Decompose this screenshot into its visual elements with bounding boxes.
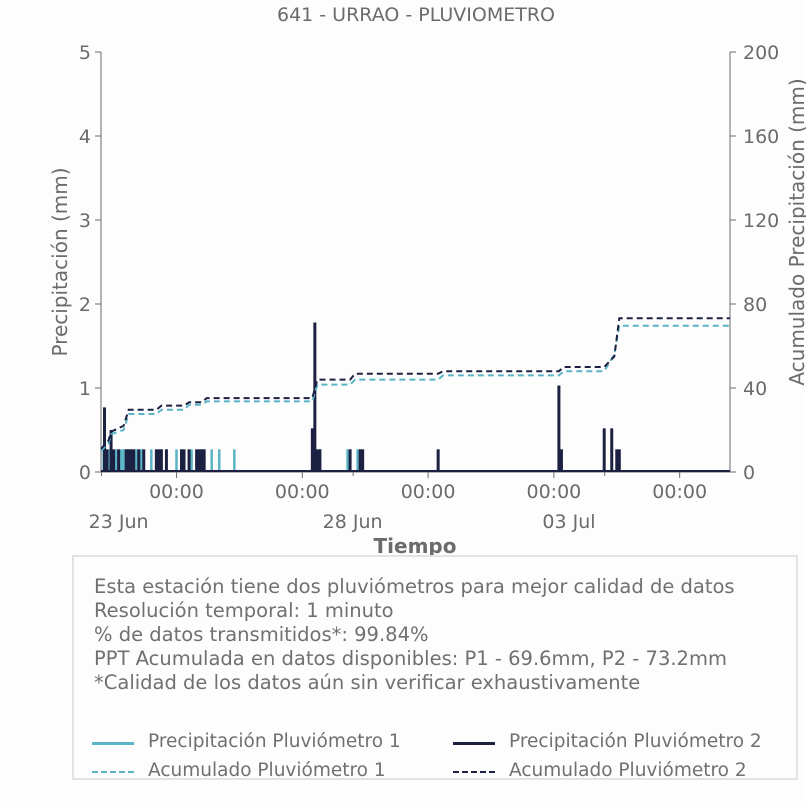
y-tick-label: 3 — [79, 210, 91, 232]
x-tick-time-label: 00:00 — [149, 481, 204, 503]
x-tick-date-label: 03 Jul — [542, 511, 595, 533]
legend-swatch-precip-p2 — [453, 742, 495, 745]
y2-tick-label: 120 — [743, 210, 779, 232]
legend-swatch-accum-p2 — [453, 771, 495, 773]
y2-axis-title: Acumulado Precipitación (mm) — [785, 78, 806, 385]
x-tick-time-label: 00:00 — [652, 481, 707, 503]
y2-tick-label: 200 — [743, 42, 779, 64]
x-tick-date-label: 28 Jun — [323, 511, 383, 533]
y2-tick-label: 40 — [743, 378, 767, 400]
x-tick-time-label: 00:00 — [275, 481, 330, 503]
y-tick-label: 2 — [79, 294, 91, 316]
info-line-accumulated: PPT Acumulada en datos disponibles: P1 -… — [94, 647, 727, 670]
y-tick-label: 1 — [79, 378, 91, 400]
y2-tick-label: 80 — [743, 294, 767, 316]
chart-area: 641 - URRAO - PLUVIOMETRO 0 1 2 3 4 5 0 40 80 120 1… — [48, 4, 806, 558]
x-tick-date-label: 23 Jun — [89, 511, 149, 533]
info-line-resolution: Resolución temporal: 1 minuto — [94, 599, 394, 622]
x-axis-title: Tiempo — [374, 534, 457, 558]
legend-label-accum-p1: Acumulado Pluviómetro 1 — [148, 760, 386, 781]
y-axis-title: Precipitación (mm) — [48, 167, 72, 356]
legend-swatch-accum-p1 — [92, 771, 134, 773]
legend-label-accum-p2: Acumulado Pluviómetro 2 — [509, 760, 747, 781]
y-tick-label: 0 — [79, 462, 91, 484]
legend-label-precip-p1: Precipitación Pluviómetro 1 — [148, 731, 401, 752]
series-precip-p2 — [101, 322, 730, 472]
info-lines: Esta estación tiene dos pluviómetros par… — [94, 575, 735, 695]
info-box: Esta estación tiene dos pluviómetros par… — [72, 555, 798, 781]
x-tick-time-label: 00:00 — [401, 481, 456, 503]
y2-tick-label: 0 — [743, 462, 755, 484]
y-tick-label: 5 — [79, 42, 91, 64]
info-line-quality-note: *Calidad de los datos aún sin verificar … — [94, 671, 641, 694]
chart-title: 641 - URRAO - PLUVIOMETRO — [277, 4, 555, 26]
series-line-accum-p2 — [100, 317, 730, 450]
info-line-transmitted: % de datos transmitidos*: 99.84% — [94, 623, 429, 646]
info-line-dual-gauges: Esta estación tiene dos pluviómetros par… — [94, 575, 735, 598]
y-tick-label: 4 — [79, 126, 91, 148]
legend-label-precip-p2: Precipitación Pluviómetro 2 — [509, 731, 762, 752]
series-line-accum-p1 — [100, 324, 730, 452]
x-tick-time-label: 00:00 — [526, 481, 581, 503]
legend-swatch-precip-p1 — [92, 742, 134, 745]
y2-tick-label: 160 — [743, 126, 779, 148]
